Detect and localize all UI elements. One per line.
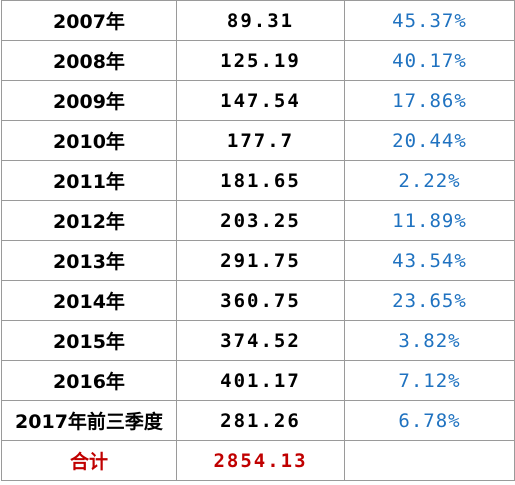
amount-cell: 401.17 <box>176 360 345 401</box>
table-row: 2007年 89.31 45.37% <box>1 0 515 41</box>
table-row: 2016年 401.17 7.12% <box>1 360 515 401</box>
table-row: 2009年 147.54 17.86% <box>1 80 515 121</box>
total-value-cell: 2854.13 <box>176 440 345 481</box>
period-cell: 2016年 <box>1 360 177 401</box>
table-row: 2011年 181.65 2.22% <box>1 160 515 201</box>
growth-rate-cell: 43.54% <box>344 240 515 281</box>
amount-cell: 89.31 <box>176 0 345 41</box>
table-row: 2014年 360.75 23.65% <box>1 280 515 321</box>
period-cell: 2008年 <box>1 40 177 81</box>
total-label-cell: 合计 <box>1 440 177 481</box>
amount-cell: 125.19 <box>176 40 345 81</box>
growth-rate-cell: 2.22% <box>344 160 515 201</box>
period-cell: 2017年前三季度 <box>1 400 177 441</box>
amount-cell: 147.54 <box>176 80 345 121</box>
table-row: 2017年前三季度 281.26 6.78% <box>1 400 515 441</box>
period-cell: 2014年 <box>1 280 177 321</box>
growth-rate-cell: 3.82% <box>344 320 515 361</box>
period-cell: 2010年 <box>1 120 177 161</box>
period-cell: 2013年 <box>1 240 177 281</box>
table-row: 2013年 291.75 43.54% <box>1 240 515 281</box>
table-row: 2008年 125.19 40.17% <box>1 40 515 81</box>
growth-rate-cell: 23.65% <box>344 280 515 321</box>
growth-rate-cell: 7.12% <box>344 360 515 401</box>
period-cell: 2009年 <box>1 80 177 121</box>
growth-rate-cell: 45.37% <box>344 0 515 41</box>
growth-rate-cell: 11.89% <box>344 200 515 241</box>
amount-cell: 281.26 <box>176 400 345 441</box>
growth-rate-cell: 40.17% <box>344 40 515 81</box>
period-cell: 2012年 <box>1 200 177 241</box>
amount-cell: 374.52 <box>176 320 345 361</box>
amount-cell: 360.75 <box>176 280 345 321</box>
amount-cell: 291.75 <box>176 240 345 281</box>
growth-rate-cell: 17.86% <box>344 80 515 121</box>
empty-cell <box>344 440 515 481</box>
growth-rate-cell: 6.78% <box>344 400 515 441</box>
table-row: 2012年 203.25 11.89% <box>1 200 515 241</box>
table-row: 2010年 177.7 20.44% <box>1 120 515 161</box>
amount-cell: 181.65 <box>176 160 345 201</box>
amount-cell: 177.7 <box>176 120 345 161</box>
table-row: 2015年 374.52 3.82% <box>1 320 515 361</box>
growth-rate-cell: 20.44% <box>344 120 515 161</box>
amount-cell: 203.25 <box>176 200 345 241</box>
period-cell: 2007年 <box>1 0 177 41</box>
period-cell: 2011年 <box>1 160 177 201</box>
total-row: 合计 2854.13 <box>1 440 515 481</box>
period-cell: 2015年 <box>1 320 177 361</box>
